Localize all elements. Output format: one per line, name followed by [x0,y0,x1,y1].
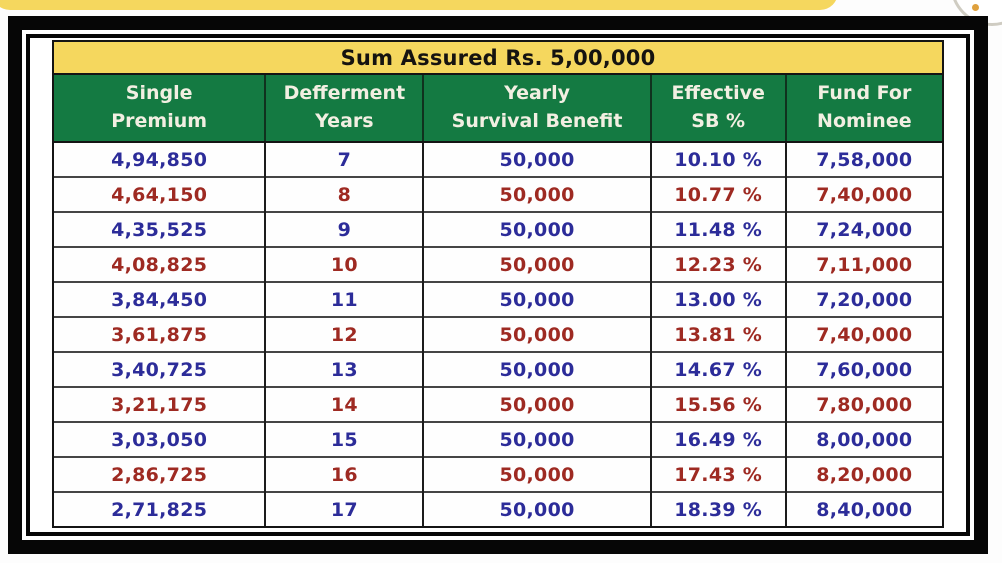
cell-effective-sb: 10.10 % [650,142,787,178]
column-header-defferment-years: Defferment Years [265,74,425,143]
cell-effective-sb: 15.56 % [650,386,787,423]
cell-fund-for-nominee: 8,20,000 [785,456,942,493]
corner-dot-icon [972,4,979,11]
cell-single-premium: 2,71,825 [54,491,267,526]
table-row: 3,40,725 13 50,000 14.67 % 7,60,000 [54,351,942,388]
cell-single-premium: 3,61,875 [54,316,267,353]
table-row: 4,94,850 7 50,000 10.10 % 7,58,000 [54,142,942,178]
cell-effective-sb: 11.48 % [650,211,787,248]
top-yellow-banner [0,0,838,10]
cell-defferment-years: 17 [265,491,425,526]
cell-defferment-years: 10 [265,246,425,283]
table-row: 4,08,825 10 50,000 12.23 % 7,11,000 [54,246,942,283]
cell-yearly-survival-benefit: 50,000 [423,142,652,178]
cell-yearly-survival-benefit: 50,000 [423,281,652,318]
table-row: 3,03,050 15 50,000 16.49 % 8,00,000 [54,421,942,458]
inner-black-frame: Sum Assured Rs. 5,00,000 Single Premium … [26,34,970,536]
table-row: 2,71,825 17 50,000 18.39 % 8,40,000 [54,491,942,526]
cell-fund-for-nominee: 7,40,000 [785,176,942,213]
cell-effective-sb: 12.23 % [650,246,787,283]
table-row: 3,21,175 14 50,000 15.56 % 7,80,000 [54,386,942,423]
table-row: 2,86,725 16 50,000 17.43 % 8,20,000 [54,456,942,493]
cell-yearly-survival-benefit: 50,000 [423,176,652,213]
cell-defferment-years: 8 [265,176,425,213]
cell-yearly-survival-benefit: 50,000 [423,456,652,493]
cell-fund-for-nominee: 7,11,000 [785,246,942,283]
table-title-row: Sum Assured Rs. 5,00,000 [54,42,942,75]
cell-effective-sb: 13.00 % [650,281,787,318]
header-line: Survival Benefit [451,110,623,132]
cell-defferment-years: 7 [265,142,425,178]
table-row: 3,84,450 11 50,000 13.00 % 7,20,000 [54,281,942,318]
cell-single-premium: 2,86,725 [54,456,267,493]
table-header-row: Single Premium Defferment Years Yearly S… [54,74,942,143]
cell-single-premium: 3,21,175 [54,386,267,423]
cell-single-premium: 3,84,450 [54,281,267,318]
column-header-effective-sb: Effective SB % [650,74,787,143]
cell-effective-sb: 14.67 % [650,351,787,388]
cell-defferment-years: 14 [265,386,425,423]
cell-yearly-survival-benefit: 50,000 [423,351,652,388]
header-line: Nominee [817,110,912,132]
header-line: Effective [671,82,765,105]
cell-single-premium: 4,35,525 [54,211,267,248]
header-line: Fund For [817,82,912,105]
table-row: 4,64,150 8 50,000 10.77 % 7,40,000 [54,176,942,213]
header-line: SB % [691,110,746,132]
cell-defferment-years: 15 [265,421,425,458]
cell-single-premium: 3,40,725 [54,351,267,388]
cell-defferment-years: 13 [265,351,425,388]
header-line: Years [315,110,374,132]
benefit-table: Sum Assured Rs. 5,00,000 Single Premium … [54,42,942,526]
cell-single-premium: 4,64,150 [54,176,267,213]
cell-defferment-years: 16 [265,456,425,493]
cell-yearly-survival-benefit: 50,000 [423,386,652,423]
header-line: Defferment [283,82,406,105]
cell-fund-for-nominee: 7,24,000 [785,211,942,248]
cell-effective-sb: 17.43 % [650,456,787,493]
cell-yearly-survival-benefit: 50,000 [423,421,652,458]
cell-single-premium: 4,08,825 [54,246,267,283]
cell-effective-sb: 10.77 % [650,176,787,213]
cell-effective-sb: 16.49 % [650,421,787,458]
header-line: Premium [111,110,208,132]
cell-fund-for-nominee: 7,20,000 [785,281,942,318]
column-header-fund-for-nominee: Fund For Nominee [785,74,942,143]
cell-defferment-years: 9 [265,211,425,248]
table-row: 3,61,875 12 50,000 13.81 % 7,40,000 [54,316,942,353]
column-header-single-premium: Single Premium [54,74,267,143]
cell-fund-for-nominee: 7,80,000 [785,386,942,423]
table-body: 4,94,850 7 50,000 10.10 % 7,58,000 4,64,… [54,142,942,526]
cell-fund-for-nominee: 8,00,000 [785,421,942,458]
cell-fund-for-nominee: 7,58,000 [785,142,942,178]
benefit-table-container: Sum Assured Rs. 5,00,000 Single Premium … [52,40,944,528]
column-header-yearly-survival-benefit: Yearly Survival Benefit [423,74,652,143]
cell-yearly-survival-benefit: 50,000 [423,491,652,526]
cell-fund-for-nominee: 8,40,000 [785,491,942,526]
cell-defferment-years: 11 [265,281,425,318]
cell-yearly-survival-benefit: 50,000 [423,246,652,283]
table-title: Sum Assured Rs. 5,00,000 [54,42,942,75]
cell-yearly-survival-benefit: 50,000 [423,316,652,353]
cell-yearly-survival-benefit: 50,000 [423,211,652,248]
cell-effective-sb: 18.39 % [650,491,787,526]
cell-defferment-years: 12 [265,316,425,353]
cell-fund-for-nominee: 7,40,000 [785,316,942,353]
cell-single-premium: 3,03,050 [54,421,267,458]
header-line: Yearly [504,82,571,105]
table-row: 4,35,525 9 50,000 11.48 % 7,24,000 [54,211,942,248]
header-line: Single [125,82,193,105]
cell-fund-for-nominee: 7,60,000 [785,351,942,388]
outer-black-frame: Sum Assured Rs. 5,00,000 Single Premium … [8,16,988,554]
cell-effective-sb: 13.81 % [650,316,787,353]
cell-single-premium: 4,94,850 [54,142,267,178]
